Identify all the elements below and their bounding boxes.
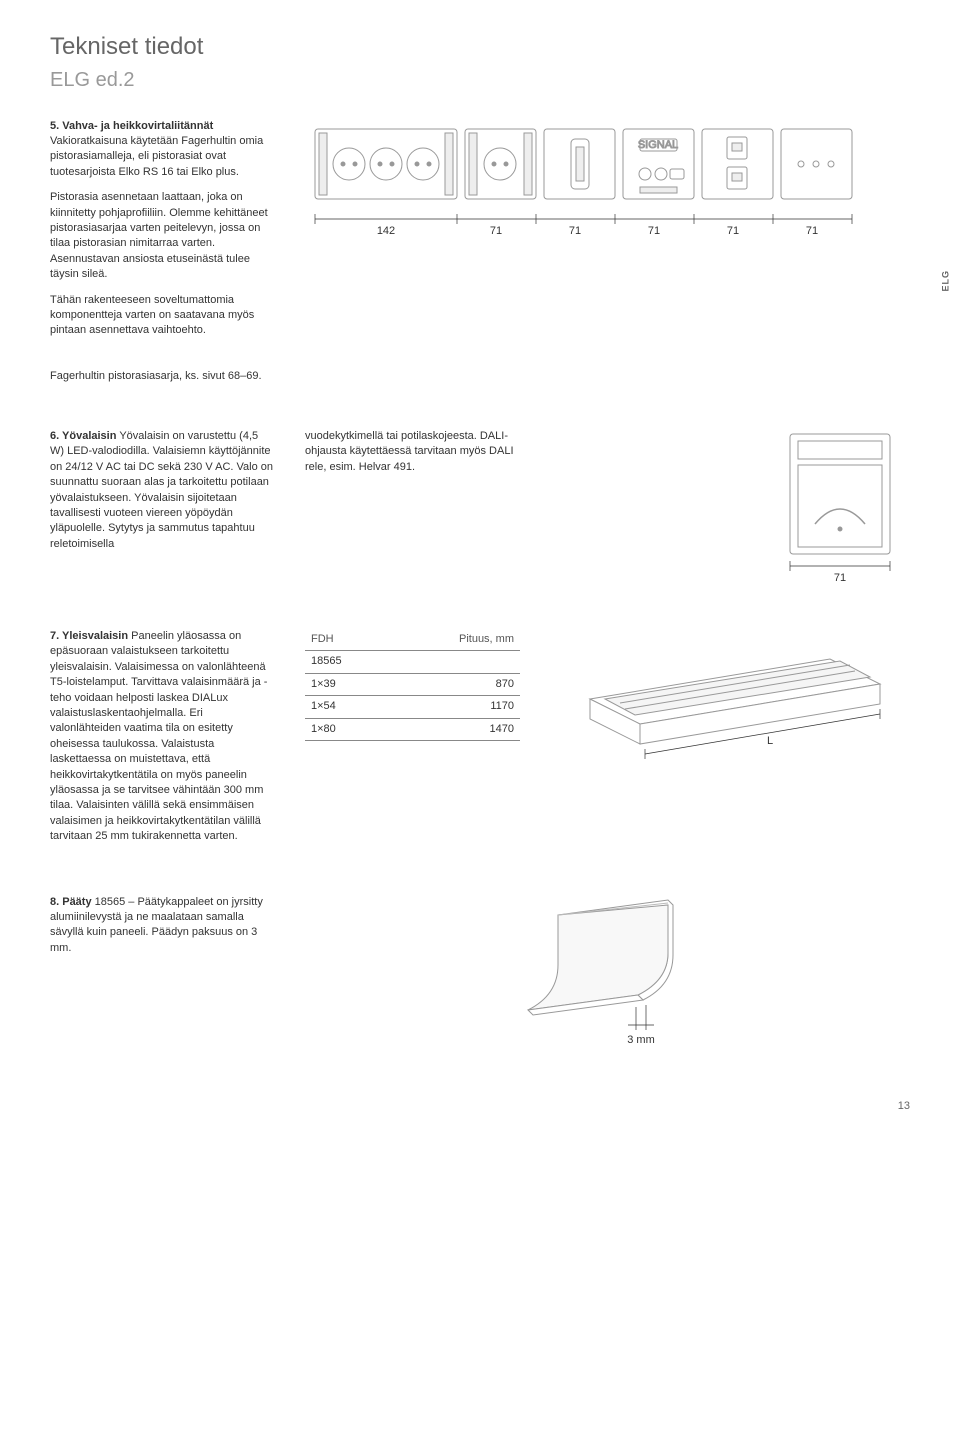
svg-text:L: L <box>767 735 773 747</box>
section-8-diagram: 3 mm <box>305 895 910 1065</box>
section-6-diagram: 71 <box>560 429 910 589</box>
section-8-heading: 8. Pääty <box>50 896 92 908</box>
svg-text:71: 71 <box>806 225 818 237</box>
page-subtitle: ELG ed.2 <box>50 66 910 94</box>
svg-text:71: 71 <box>569 225 581 237</box>
svg-text:71: 71 <box>648 225 660 237</box>
section-6-heading: 6. Yövalaisin <box>50 430 116 442</box>
svg-text:3 mm: 3 mm <box>627 1034 655 1046</box>
section-6-body1: Yövalaisin on varustettu (4,5 W) LED-val… <box>50 430 273 550</box>
section-5-footnote: Fagerhultin pistorasiasarja, ks. sivut 6… <box>50 369 275 384</box>
section-5-body1: Vakioratkaisuna käytetään Fagerhultin om… <box>50 135 263 178</box>
page-number: 13 <box>898 1099 910 1114</box>
section-5-body3: Tähän rakenteeseen soveltumattomia kompo… <box>50 293 275 339</box>
section-8: 8. Pääty 18565 – Päätykappaleet on jyrsi… <box>50 895 910 1065</box>
page-title: Tekniset tiedot <box>50 30 910 64</box>
svg-text:71: 71 <box>490 225 502 237</box>
svg-text:71: 71 <box>834 572 846 584</box>
section-7-heading: 7. Yleisvalaisin <box>50 630 128 642</box>
svg-text:71: 71 <box>727 225 739 237</box>
svg-text:SIGNAL: SIGNAL <box>638 139 678 151</box>
section-7: 7. Yleisvalaisin Paneelin yläosassa on e… <box>50 629 910 854</box>
section-5-diagram: SIGNAL <box>305 119 910 259</box>
section-7-table: FDHPituus, mm 18565 1×39870 1×541170 1×8… <box>305 629 520 741</box>
section-6-body2: vuodekytkimellä tai potilaskojeesta. DAL… <box>305 429 530 475</box>
section-5: 5. Vahva- ja heikkovirtaliitännät Vakior… <box>50 119 910 349</box>
svg-text:142: 142 <box>377 225 395 237</box>
section-5-body2: Pistorasia asennetaan laattaan, joka on … <box>50 190 275 282</box>
section-7-diagram: L <box>550 629 910 779</box>
section-6: 6. Yövalaisin Yövalaisin on varustettu (… <box>50 429 910 589</box>
section-7-body: Paneelin yläosassa on epäsuoraan valaist… <box>50 630 267 842</box>
side-label: ELG <box>940 270 953 292</box>
section-5-heading: 5. Vahva- ja heikkovirtaliitännät <box>50 120 213 132</box>
